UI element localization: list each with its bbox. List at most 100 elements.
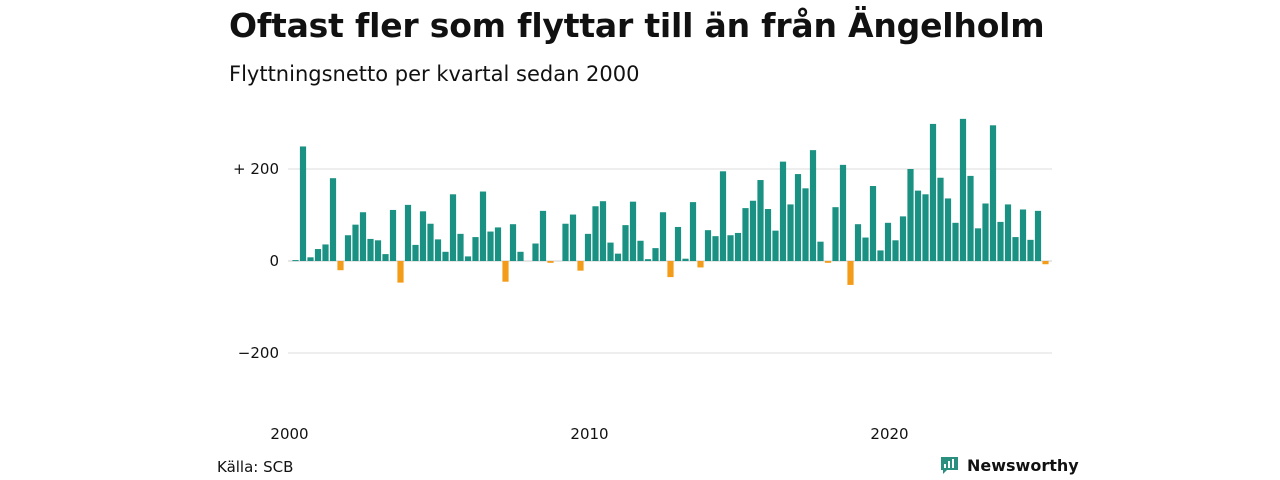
axis-labels: + 200 0 −200 2000 2010 2020: [233, 160, 909, 443]
bar: 2000 Q3: 8: [307, 257, 314, 261]
bar: 2020 Q1: 45: [892, 240, 899, 261]
x-tick-label: 2010: [570, 425, 608, 443]
bar: 2016 Q2: 216: [779, 161, 787, 261]
bar: 2011 Q1: 78: [622, 225, 629, 261]
bar: 2007 Q1: -45: [502, 261, 509, 282]
bar: 2010 Q4: 16: [614, 253, 622, 261]
bar: 2024 Q4: 109: [1034, 210, 1042, 261]
bar: 2020 Q4: 153: [914, 190, 922, 261]
bar: 2010 Q2: 130: [599, 201, 607, 261]
bar: 2023 Q4: 123: [1004, 204, 1012, 261]
bar: 2012 Q3: -35: [667, 261, 674, 278]
bar: 2009 Q1: 81: [562, 223, 569, 261]
bars: 2000 Q1: 22000 Q2: 2492000 Q3: 82000 Q4:…: [292, 118, 1049, 285]
bar: 2018 Q3: -52: [847, 261, 854, 285]
bar: 2022 Q2: 309: [959, 118, 967, 261]
bar: 2019 Q4: 83: [884, 222, 892, 261]
bar-chart: 2000 Q1: 22000 Q2: 2492000 Q3: 82000 Q4:…: [233, 118, 1052, 443]
bar: 2013 Q1: 5: [682, 258, 689, 261]
bar: 2017 Q3: 42: [817, 241, 824, 261]
bar: 2008 Q1: 38: [532, 243, 539, 261]
bar: 2009 Q3: -21: [577, 261, 584, 271]
bar: 2003 Q2: 111: [389, 209, 397, 261]
bar: 2022 Q4: 71: [974, 228, 982, 261]
bar: 2022 Q3: 185: [967, 175, 974, 261]
bar: 2021 Q4: 136: [944, 198, 952, 261]
x-tick-label: 2000: [270, 425, 308, 443]
bar: 2001 Q1: 36: [322, 244, 329, 261]
bar: 2004 Q4: 47: [434, 239, 442, 261]
bar: 2020 Q2: 97: [899, 216, 907, 261]
bar: 2024 Q1: 52: [1012, 237, 1019, 261]
bar: 2013 Q2: 128: [689, 202, 697, 261]
bar: 2011 Q2: 129: [629, 201, 637, 261]
bar: 2018 Q1: 117: [832, 207, 839, 261]
bar: 2022 Q1: 83: [952, 222, 959, 261]
bar: 2008 Q3: -4: [547, 261, 554, 263]
bar: 2015 Q1: 115: [742, 208, 749, 261]
bar: 2025 Q1: -7: [1042, 261, 1049, 265]
bar: 2005 Q3: 59: [457, 233, 464, 261]
bar: 2003 Q4: 122: [404, 204, 412, 261]
bar: 2019 Q1: 51: [862, 237, 869, 261]
bar: 2006 Q1: 52: [472, 237, 479, 261]
source-note: Källa: SCB: [217, 458, 294, 476]
bar: 2015 Q3: 176: [757, 180, 764, 261]
bar: 2014 Q3: 56: [727, 235, 734, 261]
bar: 2015 Q4: 113: [764, 209, 772, 261]
bar: 2012 Q4: 74: [674, 226, 682, 261]
bar: 2016 Q1: 66: [772, 230, 779, 261]
bar: 2019 Q3: 23: [877, 250, 884, 261]
bar: 2021 Q2: 298: [929, 123, 937, 261]
bar: 2017 Q4: -4: [824, 261, 832, 263]
bar: 2015 Q2: 131: [749, 200, 757, 261]
bar: 2017 Q1: 158: [802, 188, 809, 261]
bar: 2009 Q2: 101: [569, 214, 577, 261]
bar: 2023 Q2: 295: [989, 125, 997, 261]
bar: 2010 Q3: 40: [607, 242, 614, 261]
bar: 2024 Q3: 46: [1027, 239, 1034, 261]
chart-subtitle: Flyttningsnetto per kvartal sedan 2000: [229, 62, 640, 86]
bar: 2011 Q4: 4: [644, 259, 652, 261]
bar: 2003 Q3: -47: [397, 261, 404, 283]
bar: 2011 Q3: 44: [637, 240, 644, 261]
x-tick-label: 2020: [870, 425, 908, 443]
bar: 2003 Q1: 15: [382, 254, 389, 261]
bar: 2000 Q4: 26: [314, 249, 322, 261]
bar: 2012 Q1: 28: [652, 248, 659, 261]
bar: 2018 Q2: 209: [839, 164, 847, 261]
bar: 2014 Q4: 61: [734, 232, 742, 261]
brand-logo[interactable]: Newsworthy: [939, 455, 1079, 476]
bar: 2004 Q1: 35: [412, 244, 419, 261]
brand-name: Newsworthy: [967, 456, 1079, 475]
bar: 2017 Q2: 241: [809, 150, 817, 261]
bar: 2013 Q4: 67: [704, 230, 712, 261]
bar: 2001 Q3: -20: [337, 261, 344, 271]
bar: 2012 Q2: 106: [659, 212, 667, 261]
bar: 2001 Q2: 180: [329, 178, 337, 261]
bar: 2001 Q4: 56: [344, 235, 352, 261]
chart-title: Oftast fler som flyttar till än från Äng…: [229, 6, 1045, 45]
y-tick-label: + 200: [233, 160, 279, 178]
bar: 2004 Q3: 81: [427, 223, 434, 261]
bar: 2008 Q2: 109: [539, 210, 547, 261]
bar: 2016 Q4: 189: [794, 174, 802, 261]
bar: 2018 Q4: 80: [854, 224, 862, 261]
bar: 2019 Q2: 163: [869, 186, 877, 261]
bar: 2006 Q3: 64: [487, 231, 494, 261]
y-tick-label: 0: [269, 252, 279, 270]
bar: 2005 Q2: 145: [449, 194, 457, 261]
y-tick-label: −200: [238, 344, 279, 362]
bar: 2024 Q2: 112: [1019, 209, 1027, 261]
bar: 2020 Q3: 200: [907, 169, 914, 261]
bar: 2021 Q1: 145: [922, 194, 929, 261]
bar: 2006 Q2: 151: [479, 191, 487, 261]
bar: 2009 Q4: 59: [584, 233, 592, 261]
bar: 2007 Q3: 20: [517, 251, 524, 261]
bar: 2023 Q1: 125: [982, 203, 989, 261]
bar: 2005 Q1: 20: [442, 251, 449, 261]
bar: 2010 Q1: 119: [592, 206, 599, 261]
